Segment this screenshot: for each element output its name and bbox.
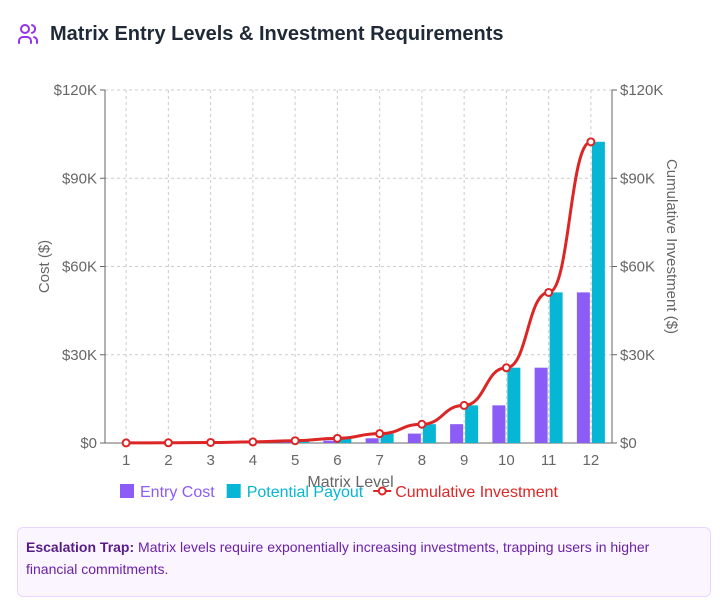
- cumulative-point: [417, 419, 427, 429]
- bar-entry-cost: [576, 292, 590, 443]
- note-label: Escalation Trap:: [26, 539, 135, 555]
- bar-potential-payout: [380, 433, 394, 443]
- x-tick-label: 1: [122, 452, 130, 469]
- legend-swatch: [120, 484, 134, 498]
- y-tick-label: $30K: [62, 347, 97, 364]
- y2-tick-label: $30K: [620, 347, 655, 364]
- cumulative-point: [586, 137, 596, 147]
- bar-entry-cost: [534, 367, 548, 443]
- x-tick-label: 6: [333, 452, 341, 469]
- y-tick-label: $60K: [62, 259, 97, 276]
- cumulative-line: [126, 140, 592, 445]
- y2-axis-label: Cumulative Investment ($): [663, 159, 680, 334]
- cumulative-point: [459, 400, 469, 410]
- bar-potential-payout: [422, 424, 436, 443]
- chart-title: Matrix Entry Levels & Investment Require…: [50, 22, 504, 45]
- bar-entry-cost: [492, 405, 506, 443]
- bar-potential-payout: [507, 367, 521, 443]
- bar-potential-payout: [338, 438, 352, 443]
- users-icon: [18, 24, 39, 44]
- bar-entry-cost: [407, 433, 421, 443]
- y-axis-label: Cost ($): [36, 240, 53, 293]
- y-tick-label: $120K: [54, 82, 97, 99]
- x-tick-label: 12: [583, 452, 600, 469]
- cumulative-point: [332, 433, 342, 443]
- legend-swatch: [226, 484, 241, 498]
- x-axis-label: Matrix Level: [307, 474, 393, 491]
- legend-swatch: [377, 486, 387, 496]
- cumulative-point: [501, 363, 511, 373]
- bar-entry-cost: [450, 424, 464, 443]
- escalation-note: Escalation Trap: Matrix levels require e…: [17, 527, 711, 597]
- x-tick-label: 8: [418, 452, 426, 469]
- cumulative-point: [290, 436, 300, 446]
- cumulative-point: [121, 438, 131, 448]
- legend-label: Potential Payout: [247, 484, 364, 501]
- bar-potential-payout: [549, 292, 563, 443]
- x-tick-label: 3: [206, 452, 214, 469]
- bar-entry-cost: [365, 438, 379, 443]
- cumulative-point: [163, 438, 173, 448]
- y2-tick-label: $120K: [620, 82, 663, 99]
- y2-tick-label: $60K: [620, 259, 655, 276]
- chart-header: Matrix Entry Levels & Investment Require…: [16, 22, 503, 46]
- bar-entry-cost: [323, 440, 337, 443]
- legend-label: Entry Cost: [140, 484, 215, 501]
- x-tick-label: 4: [249, 452, 257, 469]
- note-text: Matrix levels require exponentially incr…: [26, 539, 650, 577]
- cumulative-point: [544, 287, 554, 297]
- cumulative-point: [375, 429, 385, 439]
- cumulative-point: [206, 437, 216, 447]
- x-tick-label: 9: [460, 452, 468, 469]
- y-tick-label: $90K: [62, 170, 97, 187]
- y2-tick-label: $0: [620, 435, 637, 452]
- cumulative-point: [248, 437, 258, 447]
- x-tick-label: 2: [164, 452, 172, 469]
- y2-tick-label: $90K: [620, 170, 655, 187]
- legend-label: Cumulative Investment: [395, 484, 558, 501]
- bar-entry-cost: [281, 441, 295, 443]
- x-tick-label: 11: [541, 452, 557, 469]
- x-tick-label: 5: [291, 452, 299, 469]
- bar-potential-payout: [465, 405, 479, 443]
- x-tick-label: 7: [375, 452, 383, 469]
- y-tick-label: $0: [80, 435, 97, 452]
- bar-potential-payout: [591, 141, 605, 444]
- x-tick-label: 10: [498, 452, 515, 469]
